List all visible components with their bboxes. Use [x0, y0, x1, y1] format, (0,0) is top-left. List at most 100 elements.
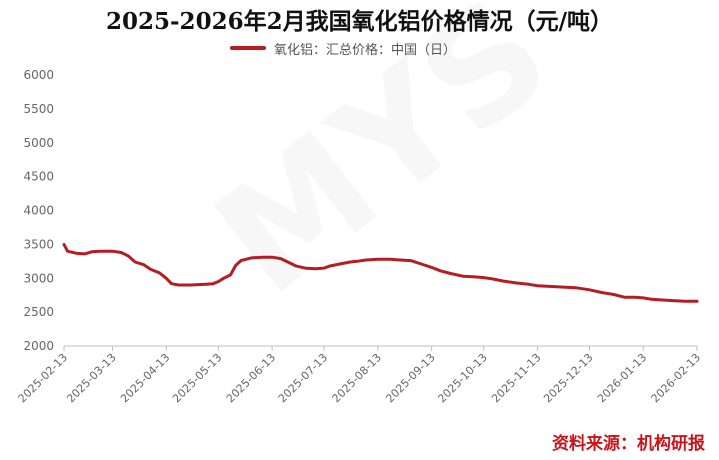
x-tick-label: 2025-04-13 [118, 351, 172, 405]
data-point [420, 263, 423, 265]
source-note: 资料来源：机构研报 [552, 434, 705, 454]
x-tick-label: 2025-02-13 [16, 351, 70, 405]
legend-label: 氧化铝：汇总价格：中国（日） [274, 42, 457, 58]
data-point [66, 250, 69, 252]
legend: 氧化铝：汇总价格：中国（日） [230, 38, 456, 58]
data-point [170, 282, 173, 285]
data-point [696, 300, 698, 303]
x-tick-label: 2025-09-13 [383, 351, 437, 405]
x-tick-label: 2025-05-13 [170, 351, 224, 405]
data-point [356, 260, 358, 263]
data-point [262, 256, 265, 259]
data-point [410, 259, 412, 262]
data-point [528, 283, 530, 286]
data-point [222, 277, 225, 280]
data-point [280, 257, 282, 260]
data-point [574, 286, 577, 289]
x-tick-label: 2026-02-13 [649, 351, 703, 405]
data-point [684, 300, 686, 303]
data-point [63, 243, 65, 246]
x-tick-label: 2025-12-13 [541, 351, 595, 405]
data-point [205, 283, 207, 286]
data-point [502, 280, 504, 282]
y-tick-label: 5500 [23, 102, 54, 116]
data-point [328, 265, 331, 267]
data-point [623, 296, 625, 299]
x-tick-label: 2025-06-13 [224, 351, 278, 405]
data-point [377, 258, 379, 261]
data-point [482, 276, 485, 279]
data-point [314, 268, 317, 270]
data-point [120, 251, 122, 254]
data-point [430, 266, 433, 269]
x-tick-label: 2026-01-13 [595, 351, 649, 405]
data-point [349, 261, 352, 263]
data-point [642, 297, 644, 299]
y-tick-label: 4000 [23, 204, 54, 218]
data-point [189, 284, 192, 286]
data-point [240, 259, 242, 262]
plot-area [62, 242, 699, 303]
x-tick-label: 2025-08-13 [330, 351, 384, 405]
data-point [149, 268, 152, 271]
x-tick-label: 2025-10-13 [435, 351, 489, 405]
data-point [229, 274, 232, 276]
y-tick-label: 2000 [23, 339, 54, 353]
data-point [536, 284, 539, 287]
data-point [338, 263, 341, 265]
data-point [295, 265, 298, 267]
data-point [304, 267, 306, 269]
y-axis: 6000 5500 5000 4500 4000 3500 3000 2500 2000 [23, 68, 54, 353]
data-point [474, 276, 476, 278]
data-point [651, 298, 653, 301]
data-point [439, 270, 442, 272]
data-point [462, 275, 464, 278]
data-point [177, 284, 180, 286]
x-tick-label: 2025-03-13 [64, 351, 118, 405]
data-point [449, 272, 452, 275]
data-point [271, 256, 273, 259]
x-tick-label: 2025-11-13 [489, 351, 543, 405]
data-point [286, 261, 289, 263]
data-point [84, 253, 86, 255]
y-tick-label: 3000 [23, 271, 54, 285]
y-tick-label: 2500 [23, 305, 54, 319]
y-tick-label: 4500 [23, 170, 54, 184]
data-point [75, 252, 77, 254]
data-point [134, 261, 136, 263]
data-point [491, 278, 494, 280]
data-point [600, 291, 603, 294]
data-point [250, 257, 253, 259]
data-point [323, 267, 325, 269]
data-point [562, 286, 565, 288]
data-point [90, 251, 93, 253]
data-point [234, 264, 237, 267]
data-point [158, 272, 161, 274]
data-point [217, 280, 220, 283]
data-point [99, 250, 102, 252]
y-tick-label: 6000 [23, 68, 54, 82]
x-tick-label: 2025-07-13 [276, 351, 330, 405]
data-point [515, 282, 518, 284]
data-point [633, 296, 636, 299]
chart-title: 2025-2026年2月我国氧化铝价格情况（元/吨） [106, 8, 613, 35]
data-point [212, 282, 214, 285]
y-tick-label: 5000 [23, 136, 54, 150]
data-point [365, 259, 367, 261]
data-point [127, 255, 129, 257]
data-point [111, 250, 114, 252]
data-point [143, 263, 145, 266]
y-tick-label: 3500 [23, 237, 54, 251]
data-point [399, 259, 402, 261]
data-point [671, 299, 674, 302]
data-point [588, 289, 591, 291]
data-point [165, 277, 168, 280]
data-point [548, 285, 551, 288]
legend-swatch [230, 46, 266, 50]
series-line [62, 242, 699, 303]
data-point [613, 293, 615, 296]
data-point [389, 258, 391, 261]
data-point [659, 299, 662, 301]
